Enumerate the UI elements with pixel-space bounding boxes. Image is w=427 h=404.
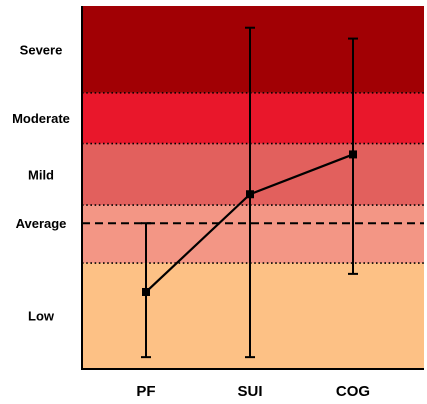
point-pf: [142, 287, 150, 296]
point-cog: [349, 150, 357, 159]
band-label-severe: Severe: [20, 42, 63, 57]
band-moderate: [82, 92, 424, 144]
ref-label-average: Average: [16, 216, 67, 231]
reference-lines: [82, 92, 424, 264]
category-labels: PF SUI COG: [136, 383, 370, 400]
point-sui: [246, 190, 254, 199]
band-labels: Low Mild Moderate Severe Average: [12, 42, 70, 323]
band-label-mild: Mild: [28, 167, 54, 182]
series-line: [142, 150, 357, 296]
severity-bands: [82, 6, 424, 368]
axes: [81, 6, 424, 370]
category-label-sui: SUI: [237, 383, 262, 400]
category-label-pf: PF: [136, 383, 155, 400]
band-label-low: Low: [28, 309, 55, 324]
band-label-moderate: Moderate: [12, 111, 70, 126]
band-unlabeled-1: [82, 205, 424, 264]
band-severe: [82, 6, 424, 93]
category-label-cog: COG: [336, 383, 370, 400]
band-low: [82, 263, 424, 368]
